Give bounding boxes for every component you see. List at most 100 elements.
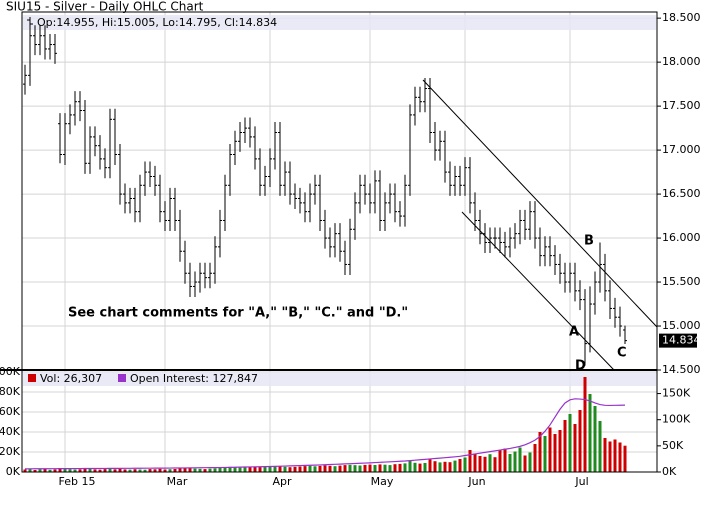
volume-bar: [413, 462, 417, 472]
chart-title: SIU15 - Silver - Daily OHLC Chart: [6, 0, 204, 14]
volume-bar: [203, 469, 207, 472]
volume-bar: [308, 465, 312, 472]
frame: [21, 11, 658, 473]
volume-bar: [238, 467, 242, 472]
volume-bar: [473, 453, 477, 472]
volume-bar: [188, 468, 192, 472]
volume-bar: [403, 463, 407, 472]
y-tick-label: 0K: [6, 465, 21, 478]
open-interest-line: [24, 398, 626, 470]
volume-bar: [88, 469, 92, 472]
x-tick-label: May: [371, 475, 394, 488]
volume-bar: [523, 455, 527, 472]
volume-bar: [513, 451, 517, 472]
volume-bar: [518, 447, 522, 472]
volume-bar: [78, 469, 82, 472]
volume-bar: [578, 410, 582, 472]
volume-bar: [383, 464, 387, 472]
y-tick-label: 15.000: [662, 319, 701, 332]
volume-bar: [228, 466, 232, 472]
volume-bar: [368, 464, 372, 472]
volume-bar: [478, 456, 482, 472]
volume-bar: [343, 465, 347, 472]
volume-bar: [428, 459, 432, 472]
volume-bar: [553, 434, 557, 472]
volume-bar: [498, 450, 502, 472]
volume-bar: [448, 462, 452, 472]
volume-bar: [178, 468, 182, 472]
volume-bar: [353, 465, 357, 472]
x-tick-label: Apr: [272, 475, 292, 488]
y2-tick-label: 100K: [662, 413, 691, 426]
volume-bar: [533, 444, 537, 472]
legend-swatch: [28, 374, 36, 382]
marks: [23, 25, 627, 472]
volume-bar: [303, 466, 307, 472]
volume-bar: [198, 468, 202, 472]
volume-bar: [358, 465, 362, 472]
volume-bar: [558, 430, 562, 472]
volume-bar: [83, 468, 87, 472]
volume-bar: [398, 463, 402, 472]
y-tick-label: 14.500: [662, 363, 701, 376]
volume-bar: [43, 468, 47, 472]
y-tick-label: 16.500: [662, 187, 701, 200]
volume-bar: [268, 466, 272, 472]
volume-bar: [148, 469, 152, 472]
volume-bar: [573, 424, 577, 472]
legend-label: Open Interest: 127,847: [130, 372, 258, 385]
volume-bar: [128, 469, 132, 472]
volume-bar: [58, 468, 62, 472]
volume-bar: [98, 469, 102, 472]
volume-bar: [373, 465, 377, 472]
volume-bar: [233, 467, 237, 472]
volume-bar: [333, 466, 337, 472]
volume-bar: [53, 469, 57, 472]
volume-bar: [103, 469, 107, 472]
volume-bar: [208, 468, 212, 472]
y-tick-label: 18.500: [662, 11, 701, 24]
volume-bar: [603, 438, 607, 472]
volume-bar: [453, 460, 457, 472]
y-tick-label: 16.000: [662, 231, 701, 244]
volume-bar: [543, 436, 547, 472]
channel-upper: [422, 79, 658, 328]
y-tick-label: 40K: [0, 425, 21, 438]
last-price-box: [659, 333, 697, 348]
last-price-label: 14.834: [662, 334, 701, 347]
volume-bar: [458, 459, 462, 472]
volume-bar: [113, 469, 117, 472]
volume-bar: [338, 465, 342, 472]
volume-bar: [323, 465, 327, 472]
volume-bar: [588, 394, 592, 472]
price-legend: Op:14.955, Hi:15.005, Lo:14.795, Cl:14.8…: [37, 16, 277, 29]
volume-bar: [488, 454, 492, 472]
volume-bar: [218, 467, 222, 472]
volume-bar: [93, 469, 97, 472]
volume-bar: [23, 469, 27, 472]
volume-bar: [153, 469, 157, 472]
volume-bar: [318, 465, 322, 472]
volume-bar: [613, 439, 617, 472]
y-tick-label: 15.500: [662, 275, 701, 288]
overlay: 14.500 15.000 15.500 16.000 16.500 17.000 17.5…: [0, 11, 701, 488]
legend-swatch: [118, 374, 126, 382]
x-tick-label: Jun: [467, 475, 485, 488]
y-tick-label: 80K: [0, 385, 21, 398]
volume-bar: [183, 467, 187, 472]
volume-bar: [193, 468, 197, 472]
y-tick-label: 17.500: [662, 99, 701, 112]
legend-label: Vol: 26,307: [40, 372, 102, 385]
y-tick-label: 17.000: [662, 143, 701, 156]
volume-bar: [283, 466, 287, 472]
volume-bar: [33, 470, 37, 472]
volume-bar: [538, 432, 542, 472]
y-tick-label: 100K: [0, 365, 21, 378]
volume-bar: [433, 461, 437, 472]
volume-bar: [248, 467, 252, 472]
volume-bar: [483, 456, 487, 472]
volume-bar: [38, 469, 42, 472]
annotation-marker: D: [575, 359, 586, 374]
